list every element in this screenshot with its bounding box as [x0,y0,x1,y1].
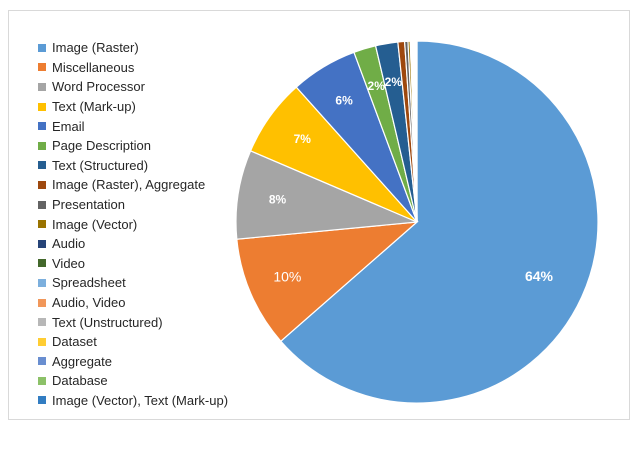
legend-entry: Text (Unstructured) [38,312,228,332]
legend-entry: Audio, Video [38,293,228,313]
legend-label: Presentation [52,197,125,213]
legend-entry: Dataset [38,332,228,352]
legend-entry: Word Processor [38,77,228,97]
legend-label: Email [52,118,85,134]
legend-entry: Audio [38,234,228,254]
legend-label: Image (Vector), Text (Mark-up) [52,392,229,408]
legend-label: Aggregate [52,353,112,369]
legend-swatch [38,161,46,170]
legend-label: Text (Mark-up) [52,99,136,115]
legend-label: Video [52,255,86,271]
legend-swatch [38,82,46,91]
legend-entry: Text (Structured) [38,156,228,176]
legend-entry: Image (Raster) [38,38,228,58]
legend-entry: Miscellaneous [38,58,228,78]
chart-frame [8,10,630,420]
legend-entry: Spreadsheet [38,273,228,293]
chart-legend: Image (Raster) Miscellaneous Word Processo… [38,38,228,410]
pie-slice [235,150,418,240]
data-label: 7% [294,132,312,146]
legend-label: Text (Unstructured) [52,314,163,330]
legend-swatch [38,278,46,287]
legend-entry: Email [38,116,228,136]
legend-label: Dataset [52,334,97,350]
legend-swatch [38,357,46,366]
legend-label: Text (Structured) [52,157,149,173]
legend-label: Word Processor [52,79,145,95]
data-label: 10% [273,269,301,285]
pie-slice [236,221,419,343]
legend-entry: Database [38,371,228,391]
legend-entry: Presentation [38,195,228,215]
legend-swatch [38,396,46,405]
legend-swatch [38,259,46,268]
pie-slice [415,40,418,223]
legend-entry: Text (Mark-up) [38,97,228,117]
legend-entry: Video [38,254,228,274]
legend-swatch [38,220,46,229]
legend-label: Image (Vector) [52,216,138,232]
legend-label: Image (Raster), Aggregate [52,177,206,193]
data-label: 64% [525,268,554,284]
legend-label: Spreadsheet [52,275,126,291]
legend-swatch [38,141,46,150]
legend-entry: Image (Vector) [38,214,228,234]
legend-swatch [38,337,46,346]
legend-label: Page Description [52,138,151,154]
data-label: 2% [385,75,403,89]
data-label: 6% [335,93,353,107]
legend-swatch [38,200,46,209]
legend-entry: Aggregate [38,352,228,372]
legend-entry: Image (Raster), Aggregate [38,175,228,195]
legend-label: Miscellaneous [52,59,135,75]
legend-swatch [38,318,46,327]
legend-swatch [38,43,46,52]
data-label: 8% [269,192,287,206]
data-label: 2% [368,79,386,93]
legend-entry: Page Description [38,136,228,156]
legend-swatch [38,180,46,189]
pie-slice [279,40,599,404]
legend-label: Database [52,373,108,389]
legend-swatch [38,102,46,111]
legend-entry: Image (Vector), Text (Mark-up) [38,391,228,411]
legend-swatch [38,63,46,72]
legend-label: Audio [52,236,86,252]
legend-label: Audio, Video [52,295,126,311]
legend-swatch [38,239,46,248]
legend-label: Image (Raster) [52,40,139,56]
legend-swatch [38,122,46,131]
legend-swatch [38,298,46,307]
legend-swatch [38,376,46,385]
